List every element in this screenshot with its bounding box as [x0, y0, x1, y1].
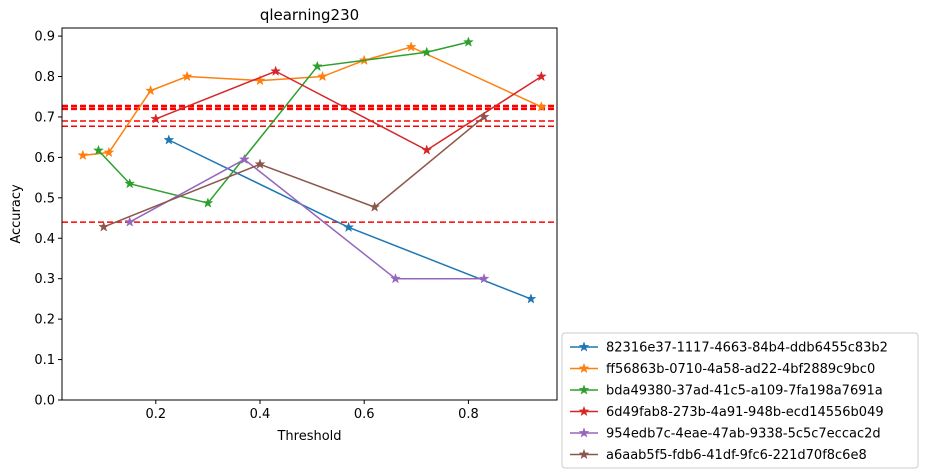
data-point — [254, 158, 266, 169]
data-point — [462, 36, 474, 47]
series-5 — [98, 111, 490, 232]
legend-swatch-marker — [578, 362, 590, 374]
series-line-1 — [82, 46, 542, 157]
plot-frame — [61, 27, 558, 401]
data-point — [343, 221, 355, 233]
data-point — [317, 70, 329, 82]
legend-label: bda49380-37ad-41c5-a109-7fa198a7691a — [606, 384, 883, 399]
reference-lines — [62, 104, 557, 223]
legend-swatch-marker — [578, 341, 590, 352]
series-line-2 — [97, 41, 469, 204]
data-point — [525, 293, 537, 304]
data-point — [202, 197, 214, 208]
data-point — [478, 111, 490, 122]
data-point — [124, 216, 136, 227]
legend-item: 6d49fab8-273b-4a91-948b-ecd14556b049 — [570, 405, 884, 420]
x-tick-label: 0.4 — [250, 407, 271, 422]
y-tick-label: 0.0 — [34, 394, 55, 409]
x-axis: 0.2 0.4 0.6 0.8 — [145, 400, 479, 422]
legend-label: 6d49fab8-273b-4a91-948b-ecd14556b049 — [606, 405, 884, 420]
series-line-3 — [155, 70, 542, 151]
data-point — [103, 146, 115, 158]
legend-swatch-marker — [578, 384, 590, 395]
data-point — [150, 113, 162, 124]
data-point — [270, 65, 282, 76]
y-tick-label: 0.4 — [34, 232, 55, 247]
y-tick-label: 0.2 — [34, 313, 55, 328]
legend: 82316e37-1117-4663-84b4-ddb6455c83b2 ff56… — [561, 332, 919, 469]
y-tick-label: 0.8 — [34, 70, 55, 85]
legend-swatch-marker — [578, 448, 590, 460]
data-point — [389, 272, 401, 284]
data-point — [405, 41, 417, 52]
legend-item: 954edb7c-4eae-47ab-9338-5c5c7eccac2d — [570, 427, 881, 442]
data-point — [421, 144, 433, 155]
legend-swatch-marker — [578, 405, 590, 417]
series-3 — [150, 65, 547, 155]
x-tick-label: 0.8 — [458, 407, 479, 422]
legend-box — [561, 332, 919, 469]
data-point — [124, 177, 136, 189]
legend-label: 82316e37-1117-4663-84b4-ddb6455c83b2 — [606, 341, 888, 356]
data-point — [163, 134, 175, 145]
data-point — [238, 153, 250, 165]
data-point — [181, 70, 193, 82]
legend-label: 954edb7c-4eae-47ab-9338-5c5c7eccac2d — [606, 427, 881, 442]
legend-label: ff56863b-0710-4a58-ad22-4bf2889c9bc0 — [606, 362, 875, 377]
data-point — [535, 101, 547, 112]
series-line-4 — [129, 158, 485, 280]
y-tick-label: 0.1 — [34, 353, 55, 368]
y-tick-label: 0.6 — [34, 151, 55, 166]
data-point — [145, 84, 157, 96]
series-0 — [163, 134, 537, 304]
legend-item: ff56863b-0710-4a58-ad22-4bf2889c9bc0 — [570, 362, 875, 377]
x-tick-label: 0.2 — [145, 407, 166, 422]
x-tick-label: 0.6 — [354, 407, 375, 422]
y-axis-title: Accuracy — [9, 184, 24, 244]
y-tick-label: 0.3 — [34, 272, 55, 287]
data-point — [369, 201, 381, 212]
data-point — [311, 60, 323, 72]
series-line-0 — [168, 139, 532, 300]
data-point — [535, 70, 547, 82]
legend-label: a6aab5f5-fdb6-41df-9fc6-221d70f8c6e8 — [606, 448, 867, 463]
data-point — [98, 221, 110, 232]
legend-item: a6aab5f5-fdb6-41df-9fc6-221d70f8c6e8 — [570, 448, 867, 463]
y-tick-label: 0.7 — [34, 110, 55, 125]
legend-item: 82316e37-1117-4663-84b4-ddb6455c83b2 — [570, 341, 888, 356]
chart-title: qlearning230 — [260, 6, 359, 24]
data-point — [478, 272, 490, 284]
data-point — [421, 46, 433, 57]
legend-swatch-marker — [578, 427, 590, 438]
series-line-5 — [103, 116, 485, 228]
legend-item: bda49380-37ad-41c5-a109-7fa198a7691a — [570, 384, 883, 399]
y-tick-label: 0.5 — [34, 191, 55, 206]
data-point — [92, 144, 104, 156]
x-axis-title: Threshold — [276, 429, 341, 444]
series-2 — [92, 36, 474, 208]
series-1 — [77, 41, 547, 161]
series-4 — [124, 153, 490, 284]
data-point — [77, 149, 89, 161]
y-tick-label: 0.9 — [34, 30, 55, 45]
series-group — [77, 36, 547, 304]
y-axis: 0.0 0.1 0.2 0.3 0.4 0.5 0.6 0.7 0.8 0.9 — [34, 30, 62, 409]
